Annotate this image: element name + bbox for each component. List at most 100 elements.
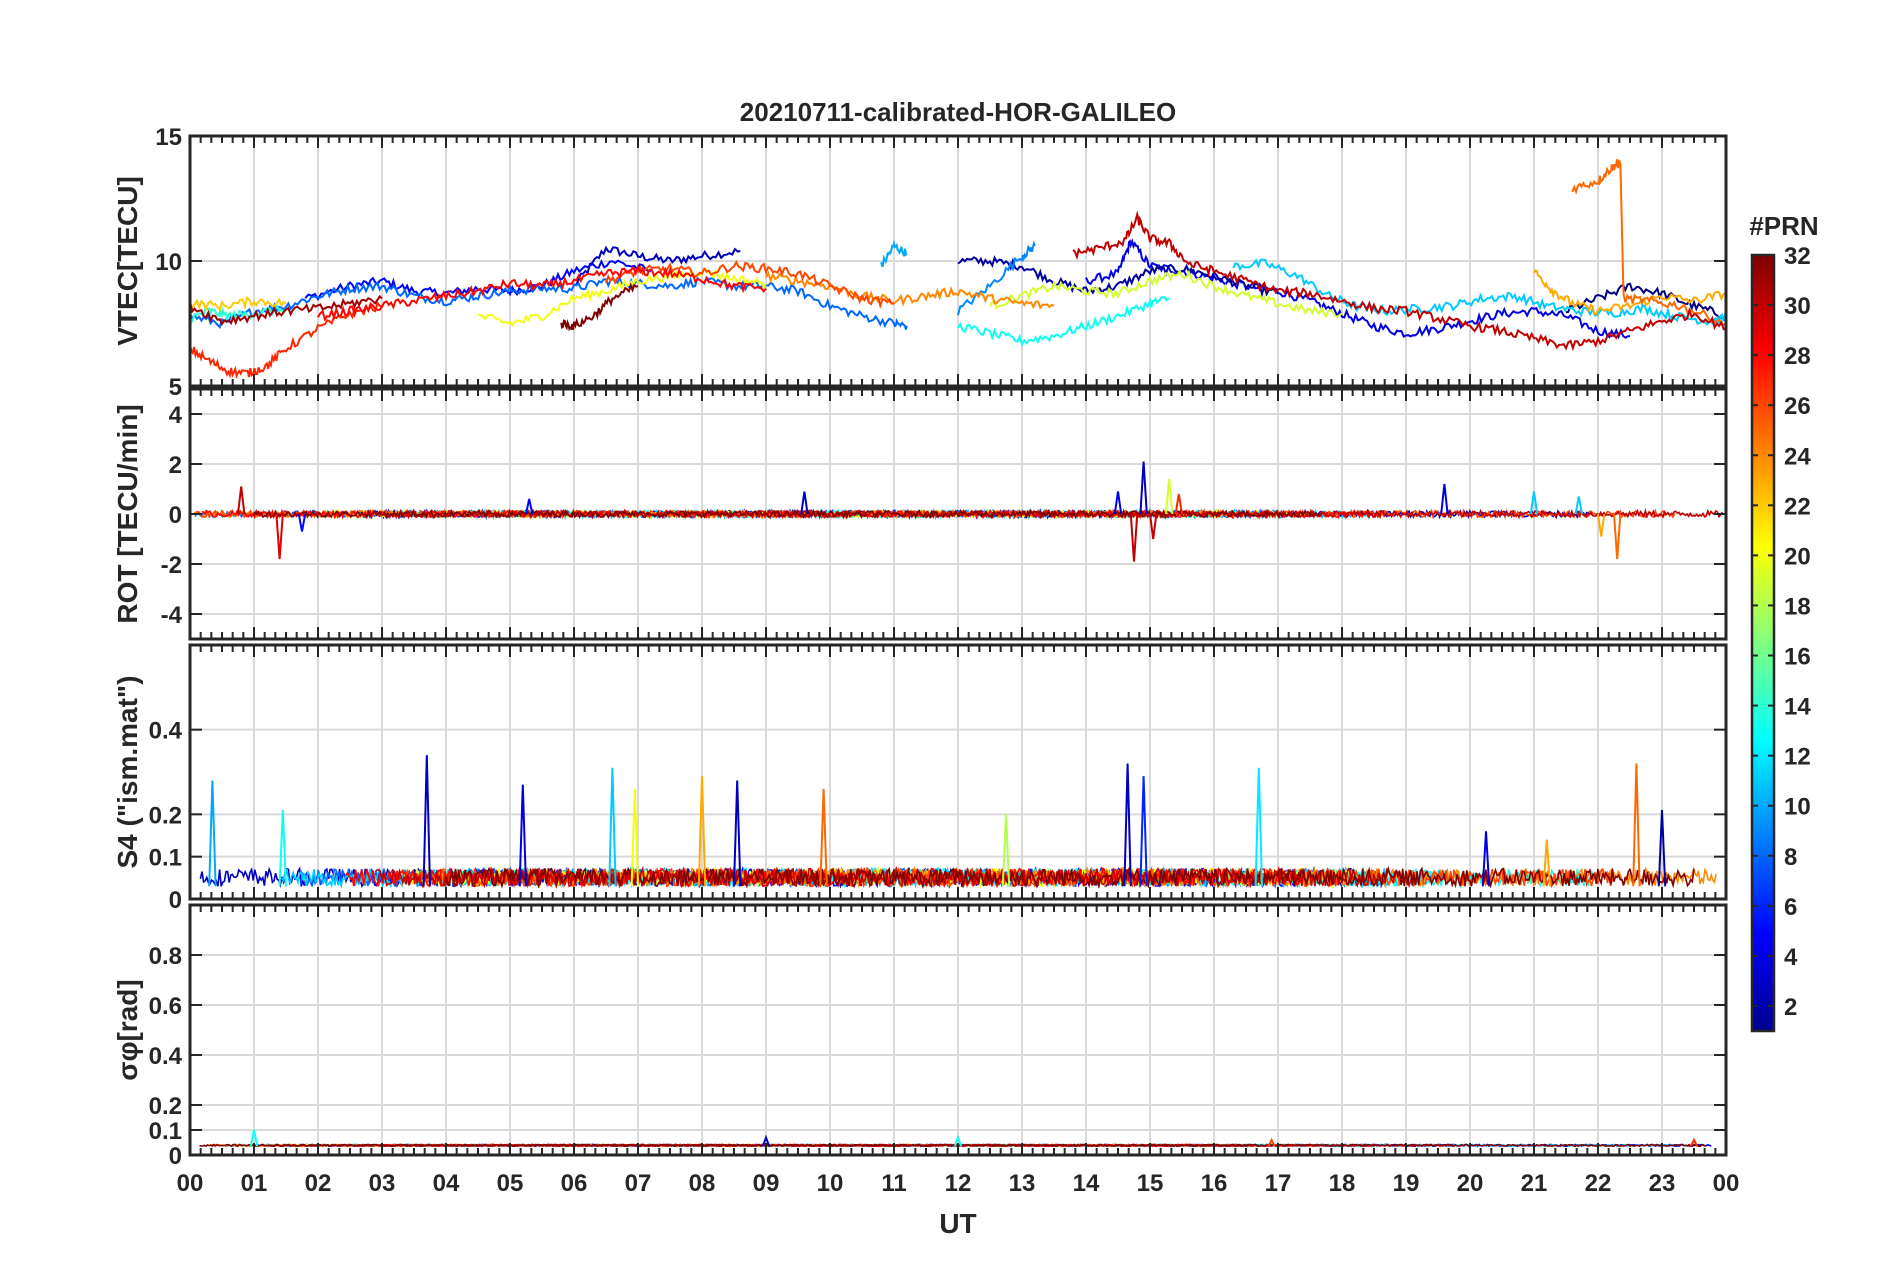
series-prn-31 [190, 294, 383, 326]
spike-prn-27 [1174, 493, 1183, 515]
y-tick-label: 10 [155, 249, 182, 276]
x-tick-label: 03 [369, 1170, 396, 1197]
spike-prn-27 [1689, 1137, 1699, 1147]
spike-prn-4 [1481, 831, 1491, 887]
y-tick-label: 0.4 [149, 1043, 183, 1070]
x-tick-label: 05 [497, 1170, 524, 1197]
x-tick-label: 01 [241, 1170, 268, 1197]
colorbar-tick-label: 24 [1784, 443, 1811, 470]
y-tick-label: 0 [169, 1143, 182, 1170]
series-prn-3 [573, 245, 741, 287]
colorbar-tick-label: 16 [1784, 644, 1811, 671]
y-axis: 0 0.1 0.2 0.4 [149, 718, 1726, 914]
series-prn-32 [252, 508, 1322, 521]
spike-prn-3 [733, 780, 742, 887]
x-tick-label: 00 [1713, 1170, 1740, 1197]
series-prn-26 [605, 260, 895, 309]
y-tick-label: 0.2 [149, 1093, 182, 1120]
colorbar-tick-label: 8 [1784, 844, 1797, 871]
colorbar-tick-label: 30 [1784, 293, 1811, 320]
x-tick-label: 14 [1073, 1170, 1100, 1197]
spike-prn-11 [1574, 496, 1583, 515]
spike-prn-30 [1129, 513, 1139, 562]
colorbar-title: #PRN [1749, 211, 1818, 241]
colorbar-tick-label: 6 [1784, 894, 1797, 921]
series-group [193, 461, 1723, 562]
y-axis-label: VTEC[TECU] [112, 176, 143, 346]
series-prn-32 [199, 1143, 1706, 1148]
axes-frame [188, 387, 1728, 641]
spike-prn-3 [800, 491, 809, 515]
spike-prn-5 [525, 498, 534, 515]
x-tick-label: 20 [1457, 1170, 1484, 1197]
series-prn-24 [765, 270, 1055, 310]
spike-prn-5 [297, 513, 307, 532]
colorbar-tick-label: 12 [1784, 744, 1811, 771]
spike-prn-3 [1123, 763, 1132, 887]
spike-prn-3 [422, 755, 431, 887]
spike-prn-25 [1613, 513, 1622, 560]
y-axis: 00.10.2 0.4 0.6 0.8 [149, 943, 1726, 1170]
colorbar-tick-label: 2 [1784, 994, 1797, 1021]
spike-prn-23 [1542, 839, 1551, 887]
x-tick-label: 16 [1201, 1170, 1228, 1197]
spike-prn-10 [208, 780, 217, 887]
axes-frame [188, 903, 1728, 1157]
series-prn-13 [957, 295, 1170, 347]
spike-prn-3 [761, 1134, 771, 1147]
series-prn-25 [1571, 159, 1726, 327]
panel-4: 00.10.2 0.4 0.6 0.8σφ[rad] [112, 903, 1728, 1170]
series-prn-19 [989, 269, 1343, 319]
colorbar-gradient [1750, 253, 1776, 1033]
spike-prn-4 [1440, 483, 1449, 515]
x-axis-label: UT [939, 1208, 976, 1239]
y-tick-label: 0.6 [149, 993, 182, 1020]
x-tick-label: 22 [1585, 1170, 1612, 1197]
series-group [199, 1129, 1712, 1148]
series-prn-1 [1565, 282, 1726, 320]
series-prn-23 [1533, 269, 1726, 316]
spike-prn-23 [1597, 513, 1606, 537]
y-tick-label: -2 [161, 552, 182, 579]
spike-prn-11 [608, 767, 617, 887]
x-tick-label: 10 [817, 1170, 844, 1197]
colorbar-tick-label: 4 [1784, 944, 1798, 971]
spike-prn-2 [1657, 810, 1667, 887]
spike-prn-25 [819, 788, 828, 887]
axes-frame [188, 134, 1728, 388]
spike-prn-29 [275, 513, 284, 560]
spike-prn-3 [1139, 461, 1148, 515]
spike-prn-30 [237, 486, 246, 515]
series-group [199, 755, 1717, 890]
spike-prn-4 [1113, 491, 1123, 515]
spike-prn-13 [278, 810, 287, 887]
spike-prn-11 [1529, 491, 1539, 515]
y-tick-label: 15 [155, 124, 182, 151]
chart-title: 20210711-calibrated-HOR-GALILEO [740, 97, 1176, 127]
x-tick-label: 18 [1329, 1170, 1356, 1197]
y-tick-label: 0 [169, 502, 182, 529]
y-tick-label: 5 [169, 374, 182, 401]
y-tick-label: 0.4 [149, 718, 183, 745]
y-axis: -4 -2 0 2 4 [161, 402, 1726, 629]
colorbar-tick-label: 14 [1784, 694, 1811, 721]
spike-prn-20 [630, 788, 639, 887]
spike-prn-23 [697, 776, 707, 887]
colorbar-tick-label: 28 [1784, 343, 1811, 370]
y-tick-label: 0.2 [149, 802, 182, 829]
series-prn-30 [1072, 210, 1726, 352]
y-tick-label: 0 [169, 887, 182, 914]
spike-prn-26 [1267, 1137, 1276, 1147]
series-group [190, 159, 1726, 380]
y-tick-label: -4 [161, 602, 183, 629]
x-tick-labels: 00 01 02 03 04 05 06 07 08 09 10 11 12 13 14 15 16 17 18 19… [177, 1170, 1740, 1197]
y-tick-label: 0.1 [149, 1118, 182, 1145]
colorbar-tick-label: 32 [1784, 243, 1811, 270]
y-tick-label: 2 [169, 452, 182, 479]
colorbar-tick-label: 26 [1784, 393, 1811, 420]
colorbar-tick-label: 18 [1784, 593, 1811, 620]
x-tick-label: 00 [177, 1170, 204, 1197]
series-prn-10 [880, 239, 908, 268]
